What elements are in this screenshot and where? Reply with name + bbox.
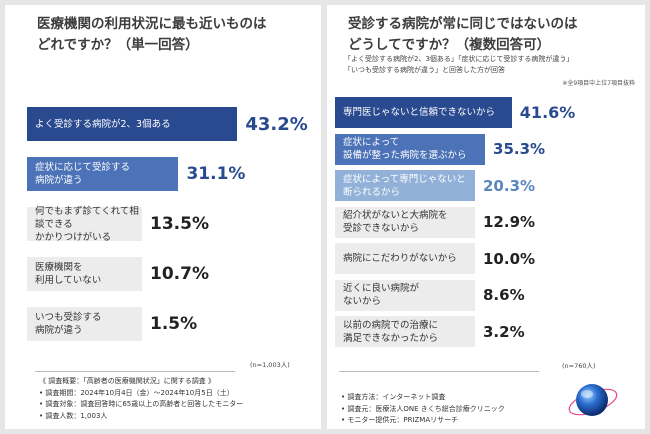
bar-row: 症状に応じて受診する 病院が違う 31.1% — [27, 157, 317, 191]
bar: 専門医じゃないと信頼できないから — [335, 97, 512, 128]
bar-row: 医療機関を 利用していない 10.7% — [27, 257, 317, 291]
bar-category-label: 症状に応じて受診する 病院が違う — [35, 162, 131, 186]
bar-category-label: いつも受診する 病院が違う — [35, 312, 102, 336]
bar-value-label: 8.6% — [483, 286, 525, 304]
bar-row: 症状によって 設備が整った病院を選ぶから 35.3% — [335, 133, 640, 168]
bar: 病院にこだわりがないから — [335, 243, 475, 274]
bar: 紹介状がないと大病院を 受診できないから — [335, 206, 475, 238]
left-n-note: (n=1,003人) — [250, 361, 290, 369]
bar-row: 何でもまず診てくれて相談できる かかりつけがいる 13.5% — [27, 205, 317, 243]
right-panel: 受診する病院が常に同じではないのは どうしてですか？（複数回答可） 「よく受診す… — [327, 5, 645, 429]
left-survey-info: 《 調査概要：「高齢者の医療機関状況」に関する調査 》 • 調査期間：2024年1… — [39, 376, 243, 422]
bar: 症状によって専門じゃないと 断られるから — [335, 170, 475, 201]
bar: 何でもまず診てくれて相談できる かかりつけがいる — [27, 205, 142, 243]
bar-category-label: よく受診する病院が2、3個ある — [35, 118, 171, 130]
right-survey-info: • 調査方法：インターネット調査 • 調査元：医療法人ONE きくち総合診療クリニ… — [341, 392, 505, 427]
bar-value-label: 1.5% — [150, 314, 198, 334]
right-subnote-excerpt: ※全9項目中上位7項目抜粋 — [562, 80, 635, 87]
bar-value-label: 35.3% — [493, 140, 546, 158]
bar: よく受診する病院が2、3個ある — [27, 107, 238, 141]
bar-value-label: 31.1% — [186, 164, 246, 184]
left-question-title: 医療機関の利用状況に最も近いものは どれですか？（単一回答） — [37, 16, 267, 53]
bar-category-label: 以前の病院での治療に 満足できなかったから — [343, 319, 439, 344]
bar-value-label: 10.0% — [483, 249, 536, 268]
bar-row: 専門医じゃないと信頼できないから 41.6% — [335, 97, 640, 131]
bar: 以前の病院での治療に 満足できなかったから — [335, 316, 475, 347]
bar: 近くに良い病院が ないから — [335, 279, 475, 311]
bar-category-label: 症状によって専門じゃないと 断られるから — [343, 173, 466, 198]
bar-category-label: 症状によって 設備が整った病院を選ぶから — [343, 137, 467, 161]
survey-line: • 調査方法：インターネット調査 — [341, 393, 446, 401]
survey-line: 《 調査概要：「高齢者の医療機関状況」に関する調査 》 — [39, 377, 215, 385]
bar-value-label: 13.5% — [150, 214, 209, 234]
bar-value-label: 12.9% — [483, 213, 536, 231]
bar-value-label: 20.3% — [483, 176, 536, 195]
survey-line: • 調査期間：2024年10月4日（金）〜2024年10月5日（土） — [39, 388, 234, 397]
bar-value-label: 10.7% — [150, 264, 209, 284]
bar-value-label: 3.2% — [483, 322, 525, 341]
bar: 症状によって 設備が整った病院を選ぶから — [335, 133, 486, 165]
right-n-note: (n=760人) — [562, 362, 596, 370]
bar-row: 紹介状がないと大病院を 受診できないから 12.9% — [335, 206, 640, 241]
survey-line: • 調査人数：1,003人 — [39, 411, 108, 420]
bar-category-label: 何でもまず診てくれて相談できる かかりつけがいる — [35, 205, 139, 243]
left-divider — [35, 371, 235, 372]
bar-row: 以前の病院での治療に 満足できなかったから 3.2% — [335, 316, 640, 350]
bar: いつも受診する 病院が違う — [27, 307, 142, 341]
bar-value-label: 41.6% — [519, 103, 576, 122]
bar-row: 症状によって専門じゃないと 断られるから 20.3% — [335, 170, 640, 204]
bar-category-label: 近くに良い病院が ないから — [343, 283, 420, 307]
globe-logo-icon — [568, 384, 618, 416]
survey-line: • 調査対象：調査回答時に65歳以上の高齢者と回答したモニター — [39, 400, 244, 408]
bar: 医療機関を 利用していない — [27, 257, 142, 291]
survey-line: • 調査元：医療法人ONE きくち総合診療クリニック — [341, 404, 505, 413]
bar-category-label: 紹介状がないと大病院を 受診できないから — [343, 210, 448, 234]
survey-line: • モニター提供元：PRIZMAリサーチ — [341, 416, 459, 424]
bar-category-label: 医療機関を 利用していない — [35, 262, 102, 286]
right-subnote: 「よく受診する病院が2、3個ある」「症状に応じて受診する病院が違う」 「いつも受… — [344, 55, 574, 74]
bar-category-label: 専門医じゃないと信頼できないから — [343, 107, 496, 118]
bar-row: よく受診する病院が2、3個ある 43.2% — [27, 107, 317, 141]
bar-row: いつも受診する 病院が違う 1.5% — [27, 307, 317, 341]
bar-row: 病院にこだわりがないから 10.0% — [335, 243, 640, 277]
bar-row: 近くに良い病院が ないから 8.6% — [335, 279, 640, 314]
bar-category-label: 病院にこだわりがないから — [343, 253, 457, 264]
bar-value-label: 43.2% — [245, 113, 308, 135]
right-divider — [339, 371, 539, 372]
right-question-title: 受診する病院が常に同じではないのは どうしてですか？（複数回答可） — [348, 16, 578, 53]
bar: 症状に応じて受診する 病院が違う — [27, 157, 179, 191]
left-panel: 医療機関の利用状況に最も近いものは どれですか？（単一回答） よく受診する病院が… — [5, 5, 321, 429]
